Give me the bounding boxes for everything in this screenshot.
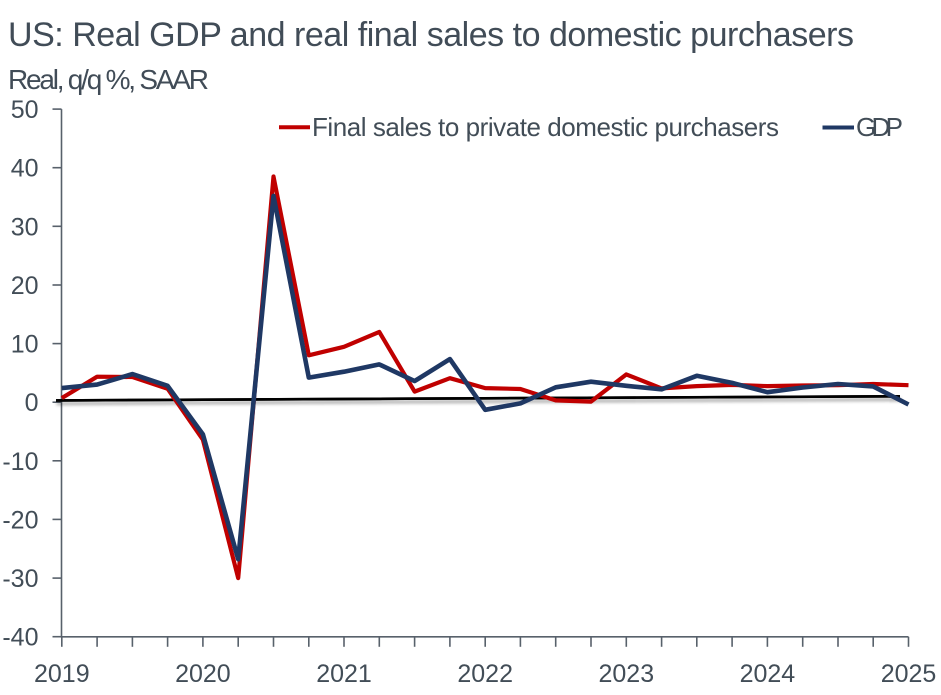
- svg-text:2019: 2019: [34, 660, 90, 688]
- svg-text:40: 40: [11, 155, 39, 183]
- svg-text:-30: -30: [2, 565, 38, 593]
- svg-text:20: 20: [11, 272, 39, 300]
- svg-text:-10: -10: [2, 448, 38, 476]
- svg-text:2022: 2022: [457, 660, 513, 688]
- svg-text:2021: 2021: [316, 660, 372, 688]
- svg-text:2023: 2023: [598, 660, 654, 688]
- svg-text:0: 0: [25, 389, 39, 417]
- svg-text:Real, q/q %, SAAR: Real, q/q %, SAAR: [8, 64, 209, 95]
- svg-text:30: 30: [11, 213, 39, 241]
- svg-text:50: 50: [11, 96, 39, 124]
- svg-text:Final sales to private domesti: Final sales to private domestic purchase…: [312, 112, 779, 142]
- svg-text:10: 10: [11, 331, 39, 359]
- svg-text:GDP: GDP: [856, 112, 903, 142]
- svg-text:2025: 2025: [881, 660, 937, 688]
- svg-text:2020: 2020: [175, 660, 231, 688]
- svg-text:-20: -20: [2, 506, 38, 534]
- svg-text:-40: -40: [2, 624, 38, 652]
- svg-text:US: Real GDP and real final sa: US: Real GDP and real final sales to dom…: [8, 16, 854, 54]
- svg-text:2024: 2024: [740, 660, 796, 688]
